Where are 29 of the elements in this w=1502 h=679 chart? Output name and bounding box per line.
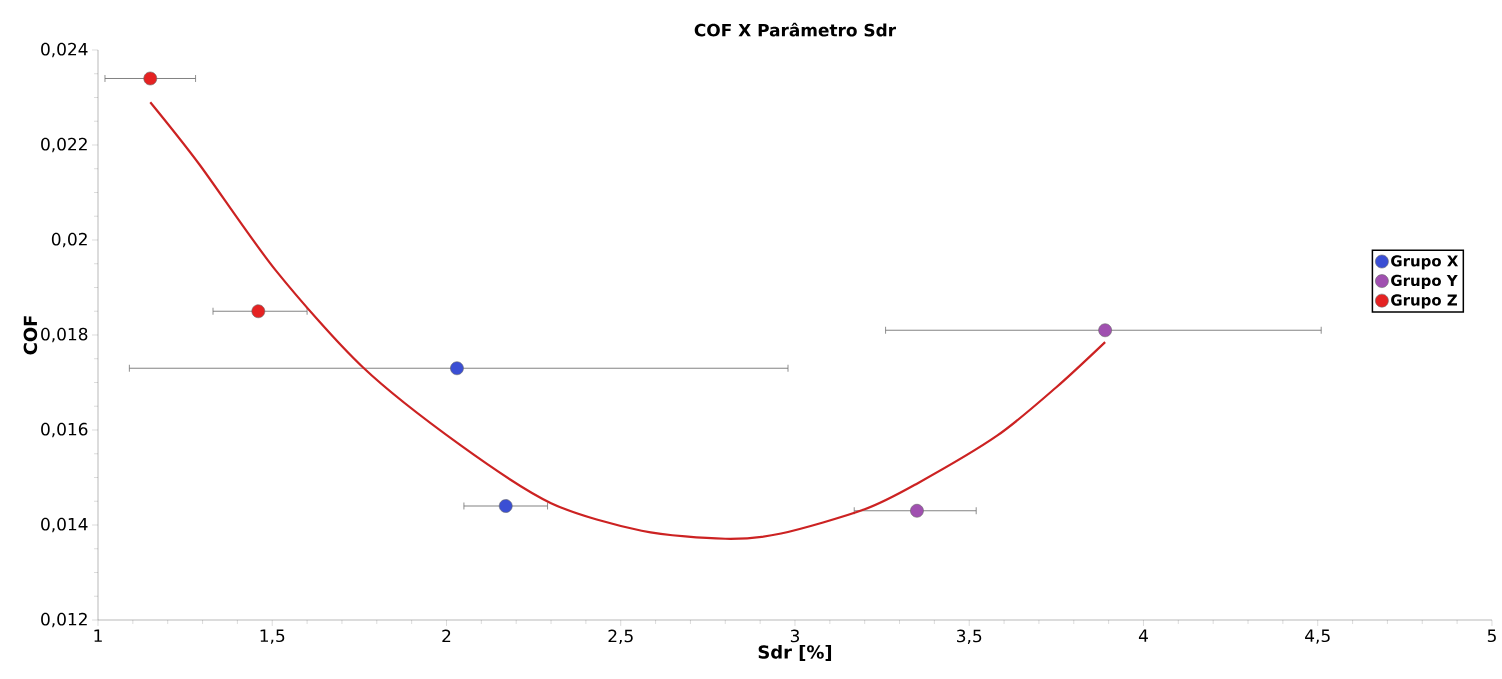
x-tick-label: 2,5 [608, 629, 633, 645]
point [251, 304, 266, 319]
x-tick-label: 1 [94, 629, 102, 642]
x-tick-label: 5 [1487, 629, 1496, 643]
legend-label: Grupo X [1391, 255, 1459, 270]
y-tick-label: 0,012 [41, 612, 87, 628]
x-tick-label: 3 [790, 629, 800, 643]
point [910, 503, 924, 518]
line-series [149, 101, 1107, 540]
point [1098, 323, 1112, 338]
chart-title: COF X Parâmetro Sdr [694, 22, 897, 37]
y-tick-label: 0,018 [41, 327, 88, 343]
legend-label: Grupo Z [1391, 294, 1457, 309]
y-tick-label: 0,016 [41, 422, 88, 438]
point [450, 361, 464, 376]
point [143, 71, 158, 86]
y-tick-label: 0,022 [41, 137, 87, 153]
y-tick-label: 0,024 [41, 42, 88, 58]
point [498, 499, 513, 513]
legend-label: Grupo Y [1391, 274, 1458, 289]
y-axis-title: COF [23, 316, 38, 355]
x-axis-title: Sdr [%] [758, 644, 832, 661]
y-tick-label: 0,02 [51, 232, 87, 248]
x-tick-label: 4,5 [1305, 629, 1330, 644]
x-tick-label: 3,5 [957, 629, 982, 645]
x-tick-label: 4 [1138, 629, 1148, 642]
y-tick-label: 0,014 [41, 517, 88, 533]
x-tick-label: 2 [442, 629, 451, 643]
x-tick-label: 1,5 [260, 629, 285, 644]
